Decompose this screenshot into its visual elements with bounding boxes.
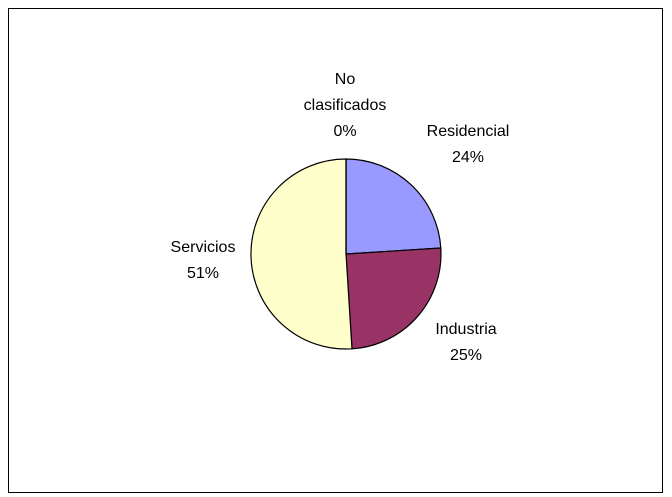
slice-name-no-clasificados: clasificados [304,97,387,114]
slice-name-no-clasificados: No [335,71,356,88]
slice-name-servicios: Servicios [171,239,236,256]
pie-slice-residencial [345,158,442,255]
slice-labels: Residencial 24% Industria 25% Servicios 51% No… [171,71,510,364]
slice-name-industria: Industria [435,321,496,338]
pie-slices [250,158,442,350]
slice-label-residencial: Residencial 24% [427,123,510,166]
slice-pct-servicios: 51% [187,265,219,282]
slice-label-servicios: Servicios 51% [171,239,236,282]
slice-label-industria: Industria 25% [435,321,496,364]
slice-pct-residencial: 24% [452,149,484,166]
pie-slice-industria [345,247,442,350]
slice-label-no-clasificados: No clasificados 0% [304,71,387,140]
slice-pct-industria: 25% [450,347,482,364]
slice-name-residencial: Residencial [427,123,510,140]
slice-pct-no-clasificados: 0% [333,123,356,140]
pie-slice-servicios [250,158,353,350]
